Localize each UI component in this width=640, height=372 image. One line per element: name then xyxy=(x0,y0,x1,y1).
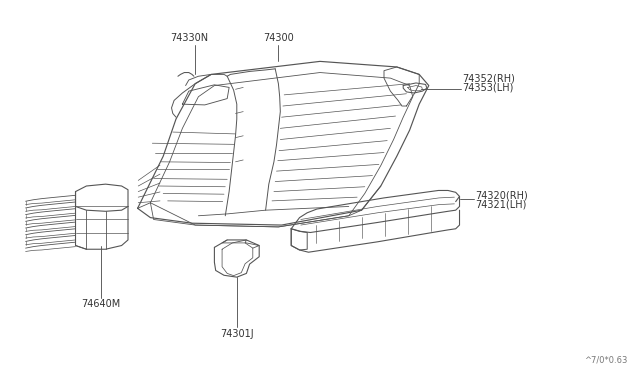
Text: 74320(RH): 74320(RH) xyxy=(475,190,527,200)
Text: 74640M: 74640M xyxy=(81,299,121,310)
Text: ^7/0*0.63: ^7/0*0.63 xyxy=(584,356,627,365)
Text: 74330N: 74330N xyxy=(170,33,208,43)
Text: 74300: 74300 xyxy=(263,33,294,43)
Text: 74352(RH): 74352(RH) xyxy=(462,74,515,84)
Text: 74301J: 74301J xyxy=(220,329,253,339)
Text: 74353(LH): 74353(LH) xyxy=(462,82,513,92)
Text: 74321(LH): 74321(LH) xyxy=(475,199,526,209)
